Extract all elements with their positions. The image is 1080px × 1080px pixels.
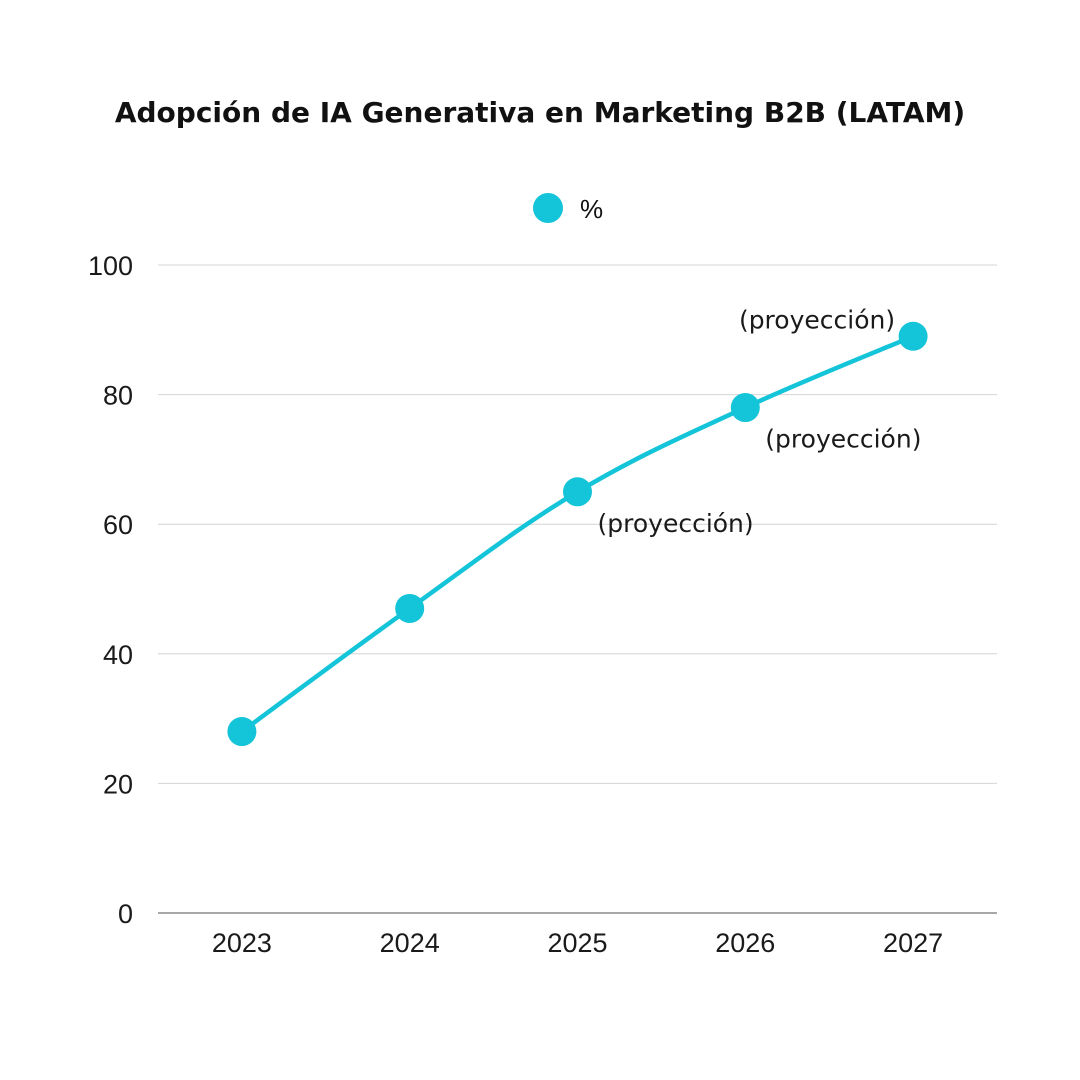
annotation-projection: (proyección)	[598, 509, 754, 538]
legend-label: %	[580, 194, 603, 224]
x-axis-ticks: 2023 2024 2025 2026 2027	[212, 928, 943, 958]
y-tick-label: 80	[103, 381, 133, 411]
y-tick-label: 20	[103, 769, 133, 799]
data-point-2024	[395, 593, 425, 623]
y-axis-ticks: 0 20 40 60 80 100	[88, 251, 133, 929]
annotations: (proyección) (proyección) (proyección)	[598, 305, 922, 538]
x-tick-label: 2026	[715, 928, 775, 958]
y-tick-label: 40	[103, 640, 133, 670]
data-point-2026	[730, 393, 760, 423]
data-point-2023	[227, 717, 257, 747]
chart-title: Adopción de IA Generativa en Marketing B…	[115, 96, 965, 129]
series-line	[239, 334, 916, 734]
legend: %	[533, 193, 603, 224]
data-point-2027	[898, 321, 928, 351]
y-tick-label: 100	[88, 251, 133, 281]
x-tick-label: 2024	[380, 928, 440, 958]
annotation-projection: (proyección)	[765, 425, 921, 454]
data-point-2025	[563, 477, 592, 507]
gridlines	[158, 264, 997, 914]
y-tick-label: 0	[118, 899, 133, 929]
annotation-projection: (proyección)	[739, 305, 895, 334]
series-percent	[227, 321, 928, 747]
x-tick-label: 2025	[547, 928, 607, 958]
x-tick-label: 2023	[212, 928, 272, 958]
legend-marker	[533, 193, 563, 223]
y-tick-label: 60	[103, 510, 133, 540]
x-tick-label: 2027	[883, 928, 943, 958]
